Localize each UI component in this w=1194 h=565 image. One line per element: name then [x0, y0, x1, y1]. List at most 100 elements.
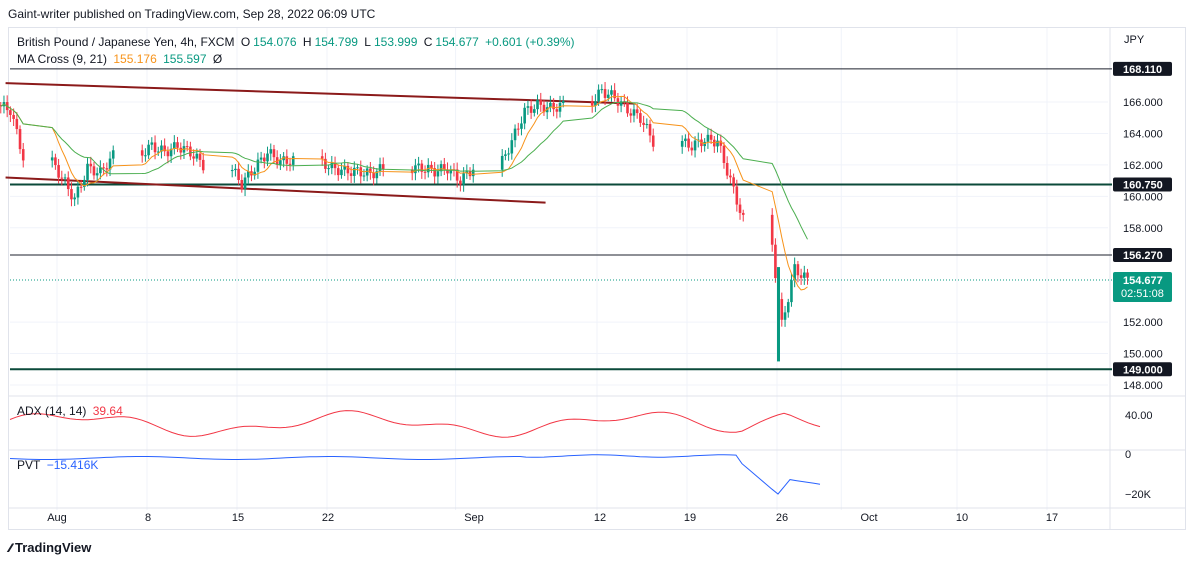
level-price-label: 149.000 — [1113, 362, 1172, 377]
candle-body — [774, 244, 777, 279]
legend-row-adx: ADX (14, 14) 39.64 — [17, 404, 126, 418]
level-label-bg — [1113, 362, 1172, 377]
legend-l-label: L — [364, 35, 371, 49]
candle-body — [153, 142, 157, 153]
legend-row-symbol: British Pound / Japanese Yen, 4h, FXCM O… — [17, 35, 578, 49]
legend-adx-label[interactable]: ADX (14, 14) — [17, 404, 87, 418]
candle-body — [533, 109, 536, 113]
last-price-countdown: 02:51:08 — [1121, 288, 1164, 300]
time-tick-label: Oct — [860, 512, 877, 524]
candle-body — [320, 156, 324, 159]
candle-body — [372, 172, 375, 179]
legend-adx-value: 39.64 — [92, 404, 123, 418]
level-label-bg — [1113, 61, 1172, 76]
legend-change: +0.601 (+0.39%) — [485, 35, 575, 49]
time-tick-label: 15 — [232, 512, 244, 524]
time-tick-label: 17 — [1046, 512, 1058, 524]
time-tick-label: 26 — [776, 512, 788, 524]
candle-body — [462, 173, 465, 185]
candle-body — [176, 142, 179, 148]
price-tick-label: 150.000 — [1123, 349, 1163, 361]
candle-body — [729, 175, 732, 178]
candle-body — [455, 169, 459, 181]
candle-body — [610, 90, 613, 95]
price-tick-label: 166.000 — [1123, 97, 1163, 109]
gridlines — [10, 28, 1108, 510]
candle-body — [83, 179, 86, 187]
price-tick-label: 162.000 — [1123, 160, 1163, 172]
time-tick-label: Aug — [47, 512, 67, 524]
time-tick-label: 12 — [594, 512, 606, 524]
candle-body — [266, 153, 269, 162]
candle-body — [558, 102, 562, 112]
candle-body — [513, 128, 517, 141]
candle-body — [163, 145, 166, 152]
candle-body — [156, 151, 160, 153]
candle-body — [333, 162, 337, 169]
candle-body — [166, 151, 170, 157]
candle-body — [381, 164, 385, 170]
time-tick-label: 22 — [322, 512, 334, 524]
channel-line — [5, 82, 636, 105]
pvt-tick-label: −20K — [1125, 489, 1152, 501]
price-axis: 166.000 164.000 162.000 160.000 158.000 152.0… — [1123, 97, 1163, 392]
level-label-bg — [1113, 177, 1172, 192]
candle-body — [536, 99, 539, 110]
legend-symbol[interactable]: British Pound / Japanese Yen, 4h, FXCM — [17, 35, 235, 49]
candle-body — [259, 157, 263, 160]
candle-body — [735, 186, 739, 205]
candle-body — [15, 118, 19, 130]
candle-body — [635, 109, 639, 114]
candle-body — [786, 302, 790, 313]
candle-body — [285, 156, 289, 164]
candle-body — [526, 106, 530, 108]
candle-body — [105, 168, 109, 170]
candle-body — [279, 160, 282, 165]
candle-body — [793, 264, 796, 281]
legend-ma-fast: 155.176 — [113, 52, 157, 66]
candle-body — [561, 100, 565, 103]
candle-body — [597, 89, 600, 102]
candle-body — [369, 168, 372, 173]
level-price-label: 160.750 — [1113, 177, 1172, 192]
candle-body — [330, 162, 334, 169]
candle-body — [626, 102, 629, 114]
candle-body — [272, 149, 276, 158]
candle-body — [706, 134, 710, 142]
candle-body — [18, 129, 22, 150]
candle-body — [66, 177, 70, 190]
level-label-text: 156.270 — [1123, 250, 1163, 262]
candle-body — [680, 141, 684, 147]
candle-body — [356, 167, 359, 169]
ma-slow-line — [0, 101, 808, 240]
level-label-bg — [1113, 247, 1172, 262]
candle-body — [690, 147, 694, 151]
candle-body — [365, 168, 369, 176]
legend-ma-label[interactable]: MA Cross (9, 21) — [17, 52, 108, 66]
legend-pvt-label[interactable]: PVT — [17, 458, 41, 472]
candle-body — [642, 122, 645, 125]
currency-label: JPY — [1124, 34, 1145, 46]
tradingview-logo[interactable]: ⁄⁄ TradingView — [9, 540, 91, 555]
candle-body — [616, 98, 620, 106]
candle-body — [324, 158, 327, 169]
candle-body — [237, 168, 240, 181]
candle-body — [195, 153, 199, 159]
candle-body — [423, 171, 427, 173]
candle-body — [12, 114, 15, 119]
legend-low: 153.999 — [373, 35, 418, 49]
legend-ma-symbol: Ø — [212, 52, 223, 66]
price-tick-label: 164.000 — [1123, 128, 1163, 140]
candle-body — [349, 173, 353, 176]
candle-body — [99, 167, 102, 174]
candle-body — [185, 146, 189, 148]
level-label-text: 160.750 — [1123, 180, 1163, 192]
candle-body — [507, 153, 510, 155]
candle-body — [732, 177, 735, 187]
candle-body — [375, 171, 379, 179]
last-price-tag-bg — [1113, 272, 1172, 303]
candle-body — [417, 163, 420, 166]
candle-body — [173, 142, 176, 149]
candle-body — [288, 163, 292, 165]
